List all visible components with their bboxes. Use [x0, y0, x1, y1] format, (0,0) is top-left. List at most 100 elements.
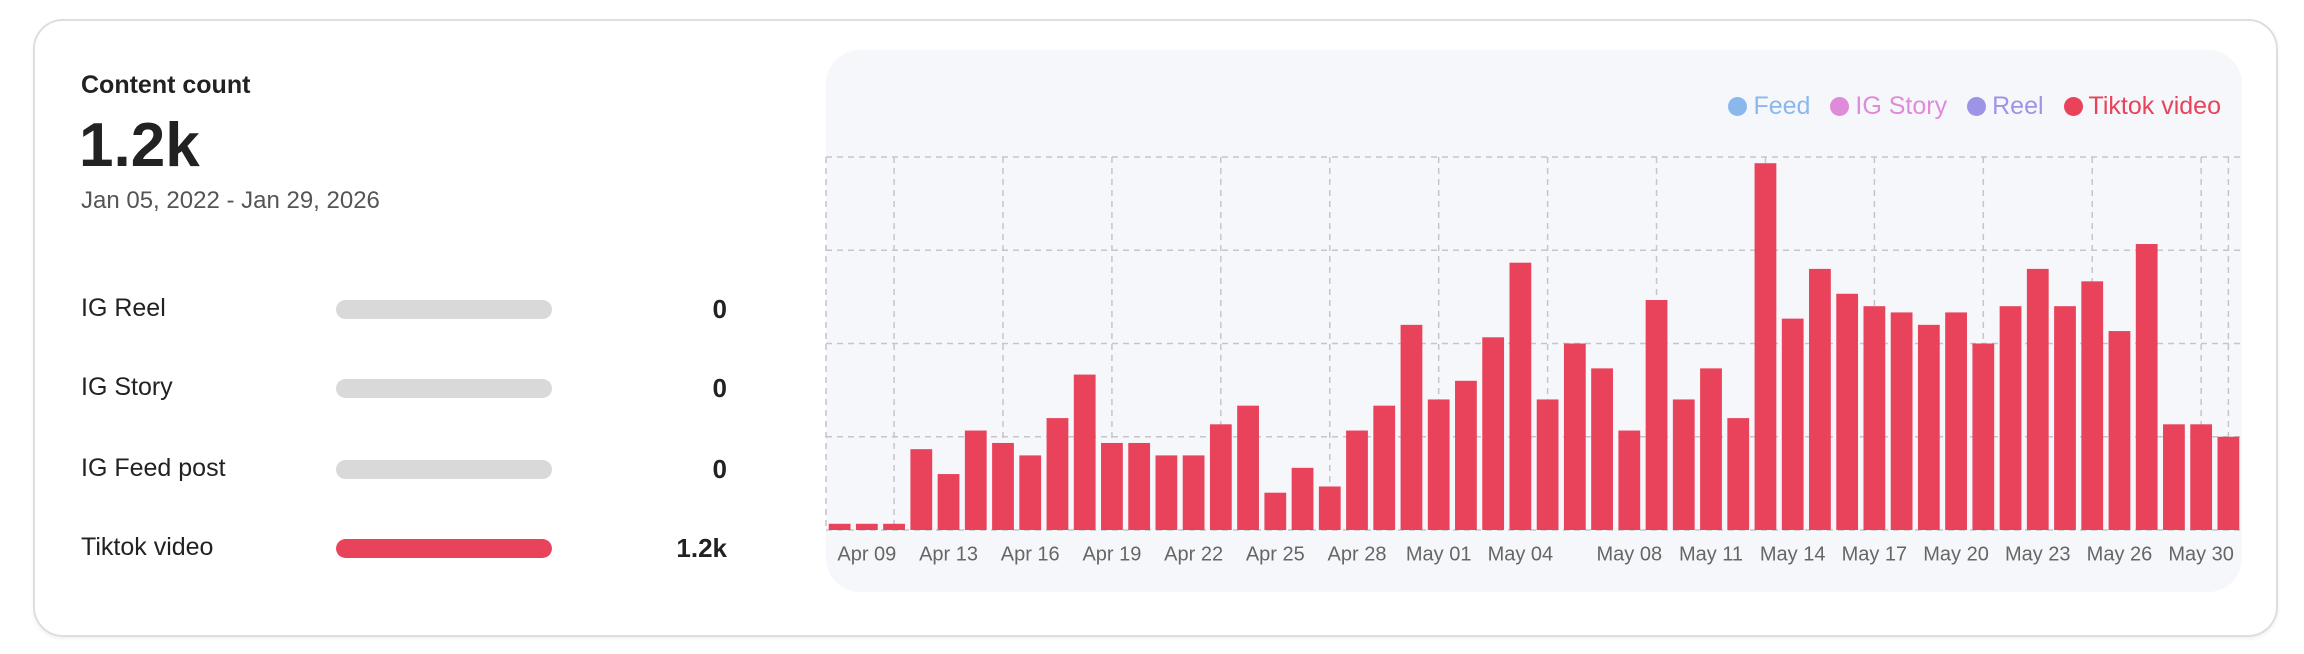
legend-label: Feed	[1753, 92, 1811, 120]
bar	[1672, 399, 1695, 530]
bar	[964, 430, 987, 530]
x-tick-label: Apr 09	[837, 543, 896, 565]
x-tick-label: May 17	[1842, 543, 1908, 565]
bar	[1509, 262, 1532, 530]
bar	[1781, 318, 1804, 530]
bar	[1318, 486, 1341, 530]
bar	[1264, 492, 1287, 530]
bar	[1563, 343, 1586, 530]
bar	[1346, 430, 1368, 530]
x-tick-label: Apr 13	[919, 543, 978, 565]
bar	[1482, 337, 1505, 530]
legend-label: Tiktok video	[2088, 92, 2221, 120]
bar	[1727, 418, 1750, 530]
bar	[992, 442, 1014, 530]
bar	[1400, 324, 1423, 530]
legend-item: Reel	[1967, 92, 2044, 121]
card	[33, 19, 2278, 637]
row-label: Tiktok video	[81, 533, 214, 561]
bar-track	[336, 460, 552, 479]
date-range: Jan 05, 2022 - Jan 29, 2026	[81, 187, 380, 214]
legend-item: Feed	[1728, 92, 1810, 121]
x-tick-label: Apr 28	[1328, 543, 1387, 565]
bar-track	[336, 300, 552, 319]
bar	[2081, 281, 2104, 530]
bar-track	[336, 379, 552, 398]
bar	[1427, 399, 1450, 530]
x-tick-label: May 08	[1597, 543, 1663, 565]
row-label: IG Feed post	[81, 454, 226, 482]
legend-item: IG Story	[1830, 92, 1947, 121]
legend: Feed IG Story Reel Tiktok video	[1728, 92, 2221, 121]
bar	[2163, 424, 2185, 530]
bar	[1700, 368, 1722, 530]
bar	[2108, 331, 2131, 530]
x-tick-label: May 26	[2087, 543, 2153, 565]
x-tick-label: Apr 25	[1246, 543, 1305, 565]
row-value: 1.2k	[676, 533, 727, 563]
x-tick-label: May 23	[2005, 543, 2071, 565]
legend-dot	[1967, 97, 1987, 116]
legend-label: Reel	[1992, 92, 2044, 120]
row-label: IG Reel	[81, 294, 166, 322]
x-tick-label: May 04	[1488, 543, 1554, 565]
x-tick-label: Apr 19	[1082, 543, 1141, 565]
x-tick-label: May 30	[2168, 543, 2234, 565]
bar	[2135, 244, 2158, 531]
bar	[1101, 442, 1123, 530]
x-tick-label: May 20	[1923, 543, 1989, 565]
legend-label: IG Story	[1855, 92, 1948, 120]
bar	[1999, 306, 2022, 530]
bar	[883, 523, 905, 530]
row-value: 0	[712, 294, 727, 324]
bar	[1809, 268, 1831, 530]
legend-dot	[1728, 97, 1748, 116]
bar	[1209, 424, 1232, 530]
row-value: 0	[712, 373, 727, 403]
summary-title: Content count	[81, 71, 251, 99]
bar	[1645, 299, 1668, 530]
bar	[1373, 405, 1396, 530]
bar	[1863, 306, 1886, 530]
x-tick-label: Apr 22	[1164, 543, 1223, 565]
bar	[2217, 436, 2240, 530]
bar	[1917, 324, 1940, 530]
bar	[1455, 380, 1477, 530]
bar	[1046, 418, 1069, 530]
bar	[2026, 268, 2049, 530]
x-tick-label: Apr 16	[1001, 543, 1060, 565]
legend-item: Tiktok video	[2063, 92, 2221, 121]
bar	[1972, 343, 1995, 530]
bar	[937, 474, 960, 530]
row-value: 0	[712, 454, 727, 484]
bar	[1591, 368, 1613, 530]
bar-track	[336, 539, 552, 558]
summary-total: 1.2k	[79, 111, 200, 180]
bar	[1836, 293, 1859, 530]
bar	[1182, 455, 1205, 530]
bar	[910, 449, 933, 530]
bar	[1237, 405, 1259, 530]
bar	[1945, 312, 1967, 530]
bar	[1536, 399, 1559, 530]
bar	[1073, 374, 1096, 530]
x-tick-label: May 11	[1679, 543, 1743, 565]
bar	[1019, 455, 1042, 530]
bar	[2054, 306, 2076, 530]
x-tick-label: May 14	[1760, 543, 1826, 565]
bar	[1618, 430, 1641, 530]
bar	[1291, 467, 1314, 530]
bar	[855, 523, 878, 530]
bar	[2190, 424, 2213, 530]
bar	[1754, 163, 1777, 530]
x-tick-label: May 01	[1406, 543, 1472, 565]
bar	[1890, 312, 1913, 530]
bar-fill	[336, 539, 552, 558]
bar	[828, 523, 851, 530]
bar	[1155, 455, 1178, 530]
bar	[1128, 442, 1151, 530]
legend-dot	[1830, 97, 1850, 116]
legend-dot	[2063, 97, 2083, 116]
row-label: IG Story	[81, 373, 173, 401]
